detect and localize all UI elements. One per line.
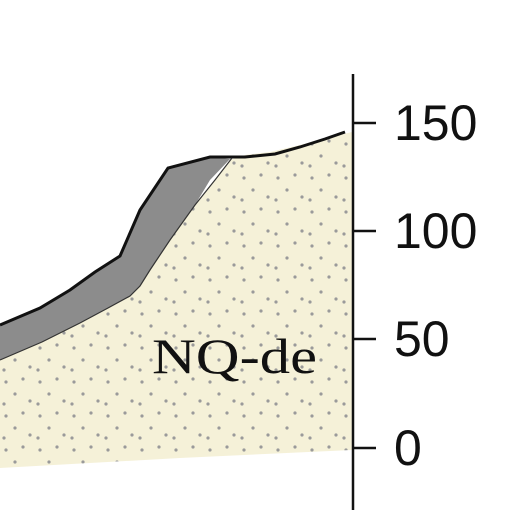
cover-base-line — [0, 157, 233, 361]
surface-cover-layer — [0, 157, 230, 360]
tick-label-150: 150 — [394, 95, 477, 151]
topographic-surface-line — [0, 130, 346, 327]
geologic-unit-area — [0, 132, 352, 468]
tick-label-0: 0 — [394, 420, 422, 476]
tick-label-50: 50 — [394, 311, 450, 367]
geologic-unit-label: NQ-de — [152, 328, 317, 384]
tick-label-100: 100 — [394, 203, 477, 259]
